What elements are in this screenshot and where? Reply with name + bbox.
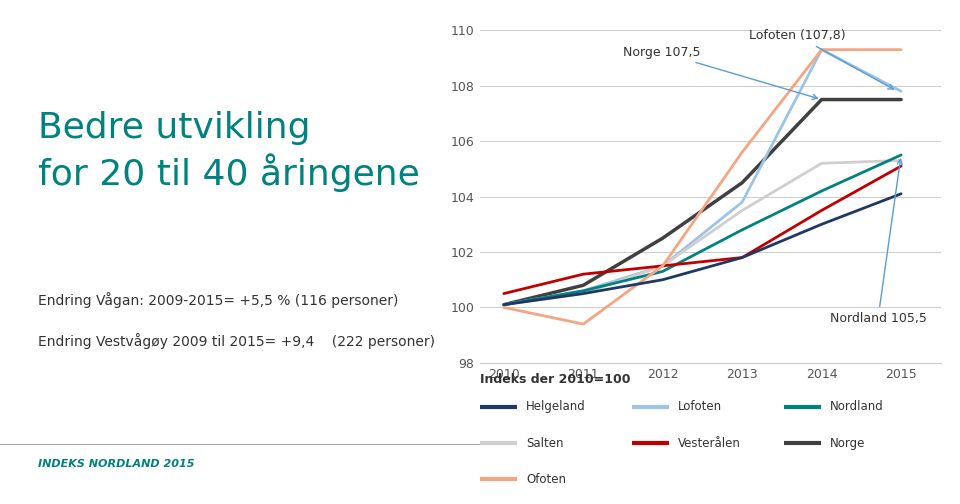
Text: Lofoten: Lofoten (678, 400, 722, 413)
Text: Nordland 105,5: Nordland 105,5 (829, 159, 926, 325)
Text: Norge 107,5: Norge 107,5 (623, 46, 818, 99)
Text: Salten: Salten (526, 436, 564, 450)
Text: Ofoten: Ofoten (526, 473, 566, 486)
Text: Vesterålen: Vesterålen (678, 436, 741, 450)
Text: Helgeland: Helgeland (526, 400, 586, 413)
Text: Lofoten (107,8): Lofoten (107,8) (749, 29, 894, 89)
Text: Indeks der 2010=100: Indeks der 2010=100 (480, 373, 631, 386)
Text: Bedre utvikling
for 20 til 40 åringene: Bedre utvikling for 20 til 40 åringene (38, 111, 420, 192)
Text: Nordland: Nordland (830, 400, 884, 413)
Text: Norge: Norge (830, 436, 866, 450)
Text: Endring Vestvågøy 2009 til 2015= +9,4    (222 personer): Endring Vestvågøy 2009 til 2015= +9,4 (2… (38, 333, 436, 349)
Text: INDEKS NORDLAND 2015: INDEKS NORDLAND 2015 (38, 459, 195, 469)
Text: Endring Vågan: 2009-2015= +5,5 % (116 personer): Endring Vågan: 2009-2015= +5,5 % (116 pe… (38, 292, 398, 308)
